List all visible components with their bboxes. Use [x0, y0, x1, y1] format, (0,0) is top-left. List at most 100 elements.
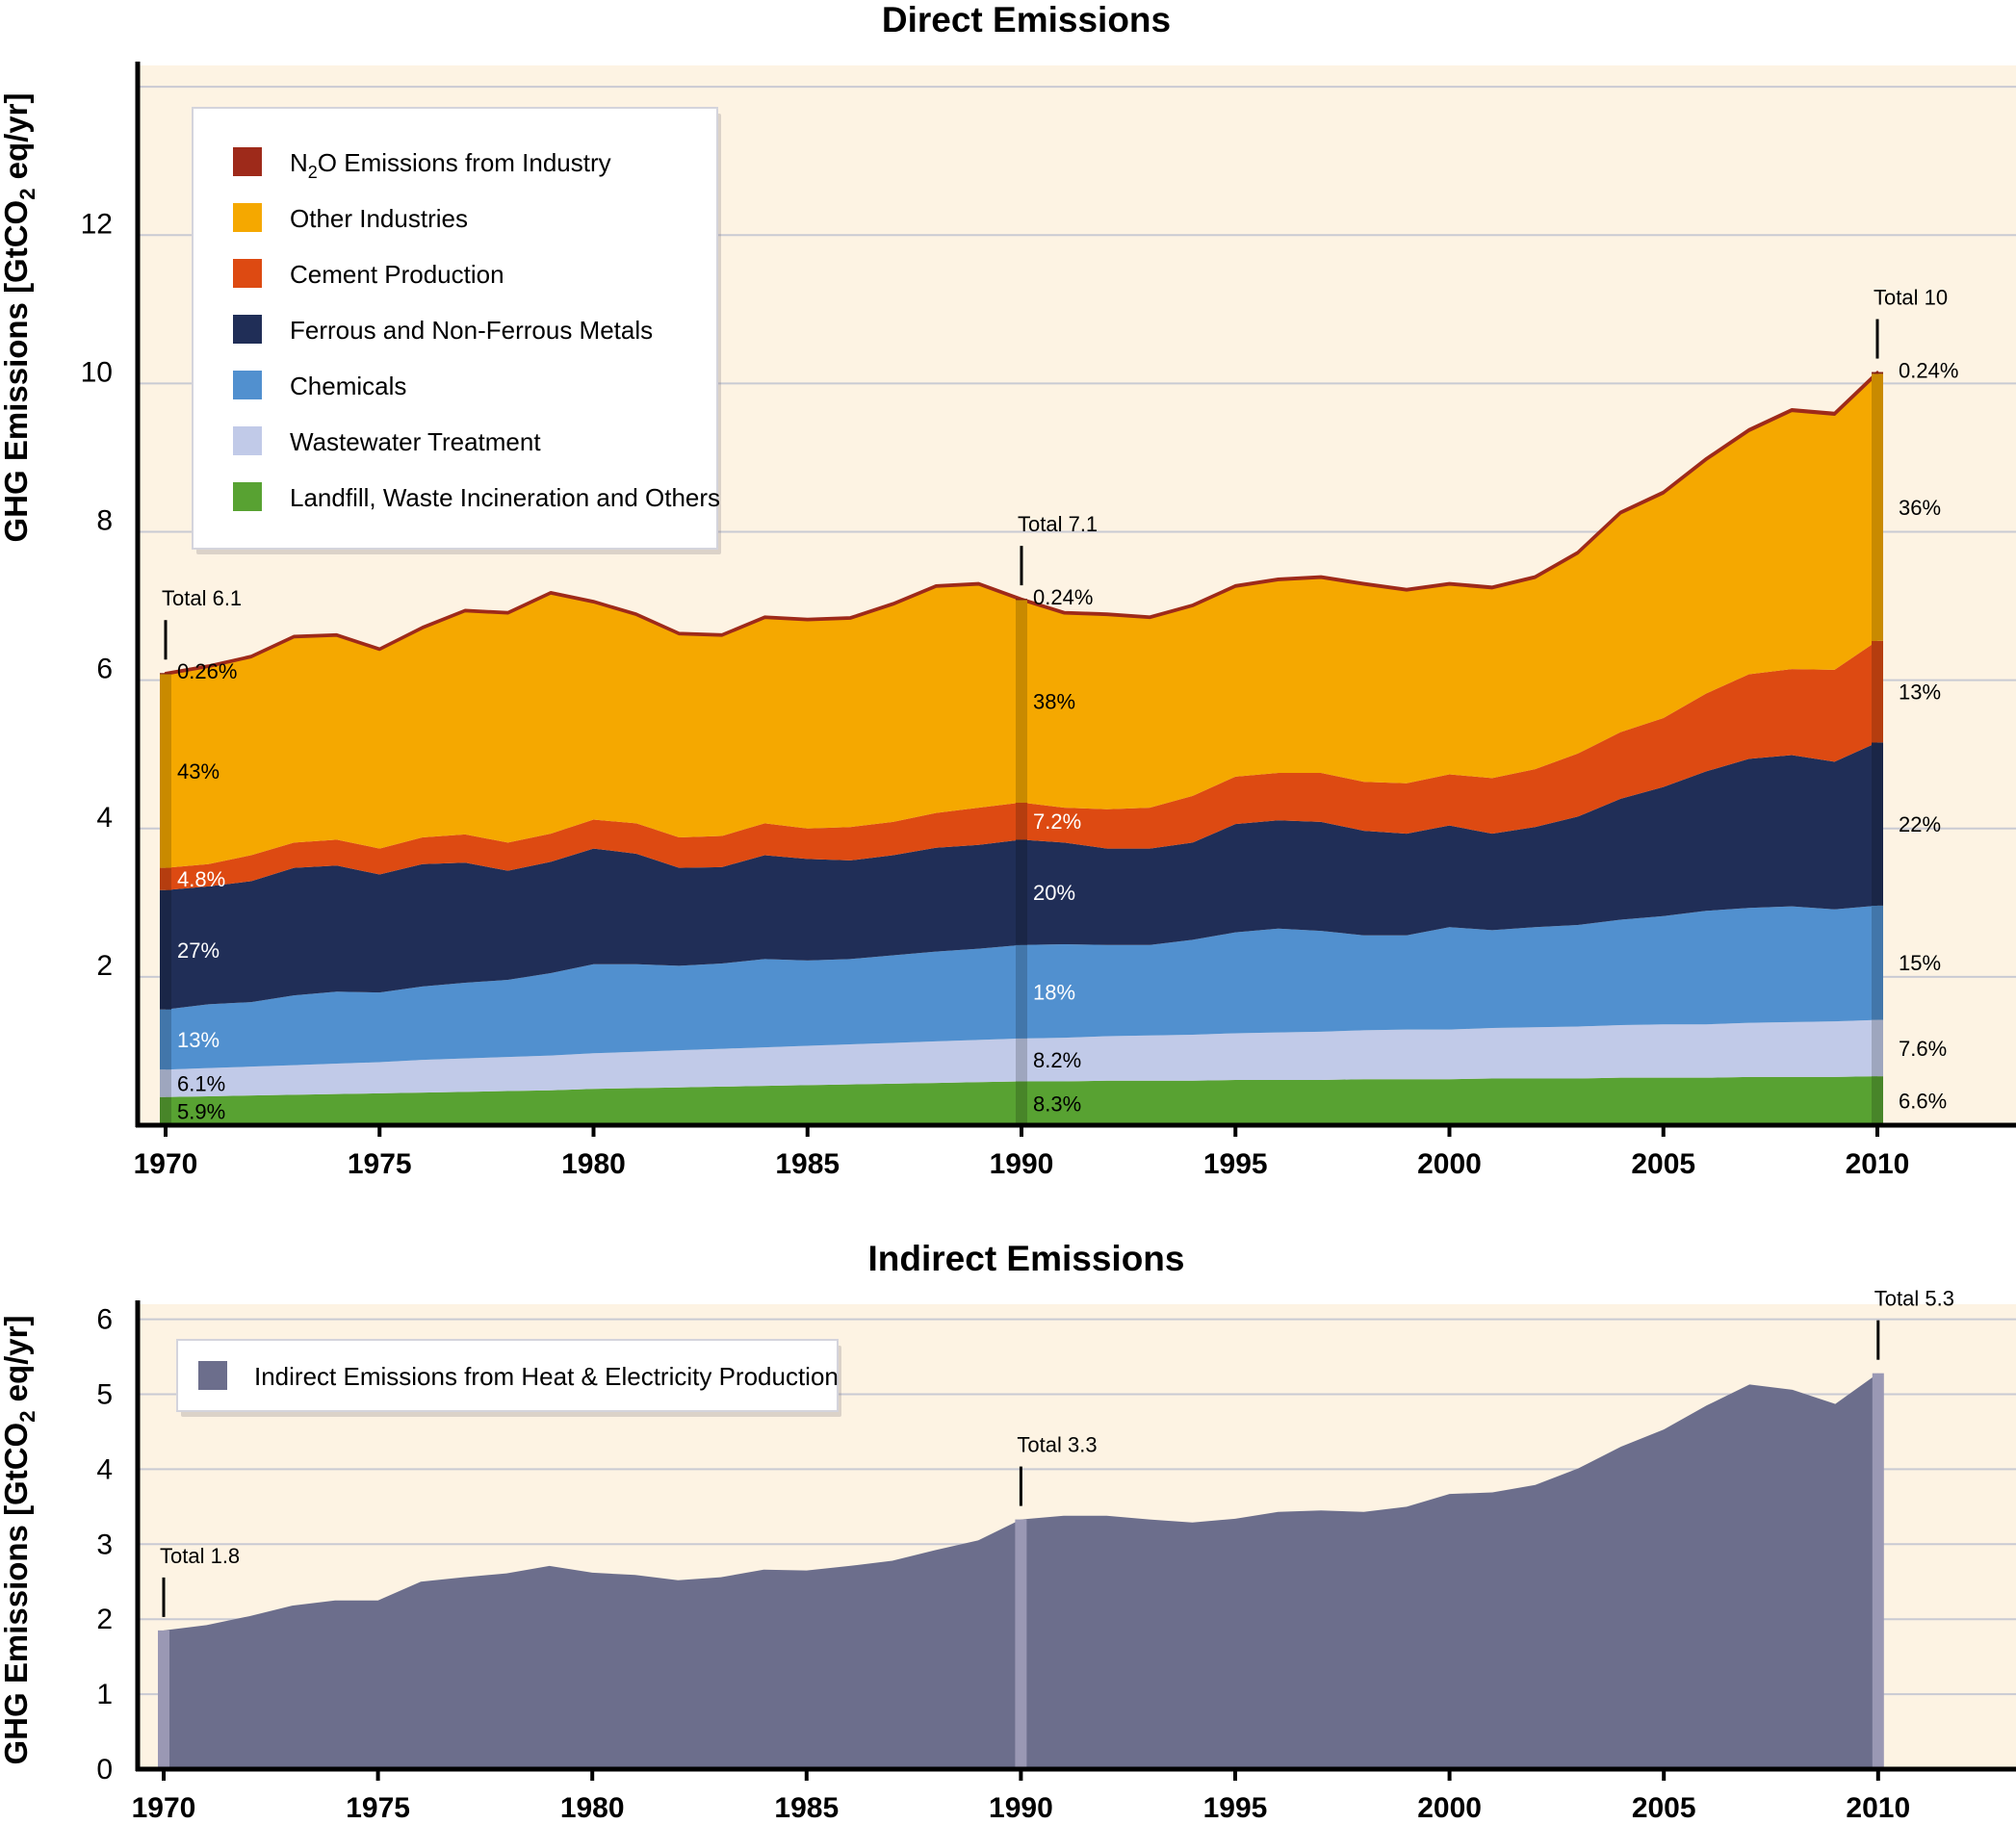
legend-label-part: N: [290, 148, 308, 177]
x-tick-label: 1985: [775, 1148, 840, 1180]
direct-y-axis-label: GHG Emissions [GtCO2 eq/yr]: [0, 92, 39, 542]
ylabel-part: eq/yr]: [0, 1315, 34, 1410]
year-highlight-segment: [1872, 742, 1883, 906]
share-label: 18%: [1033, 980, 1075, 1004]
share-label: 7.2%: [1033, 809, 1081, 834]
y-tick-label: 4: [96, 802, 113, 834]
year-highlight-segment: [160, 1009, 171, 1070]
total-label: Total 3.3: [1017, 1433, 1097, 1457]
y-tick-label: 3: [96, 1529, 113, 1560]
direct-y-tick-labels: 2 4 6 8 10 12: [81, 208, 113, 982]
legend-box: [176, 1339, 839, 1412]
share-label: 6.1%: [177, 1071, 225, 1095]
direct-x-tick-labels: 1970 1975 1980 1985 1990 1995 2000 2005 2010: [134, 1148, 1910, 1180]
year-highlight-segment: [160, 889, 171, 1010]
legend-label: N2O Emissions from Industry: [290, 148, 611, 182]
legend-swatch: [233, 203, 262, 232]
x-tick-label: 1975: [348, 1148, 412, 1180]
share-label: 0.26%: [177, 659, 237, 683]
x-tick-label: 2010: [1846, 1148, 1910, 1180]
legend-label: Cement Production: [290, 260, 504, 289]
legend-label: Ferrous and Non-Ferrous Metals: [290, 316, 653, 345]
direct-legend: N2O Emissions from Industry Other Industr…: [192, 107, 721, 554]
share-label: 0.24%: [1899, 359, 1958, 383]
share-label: 5.9%: [177, 1099, 225, 1123]
legend-label: Landfill, Waste Incineration and Others: [290, 483, 720, 512]
year-highlight-segment: [160, 867, 171, 890]
y-tick-label: 5: [96, 1379, 113, 1411]
share-label: 20%: [1033, 881, 1075, 905]
ylabel-subscript: 2: [15, 1411, 39, 1423]
year-highlight-segment: [158, 1630, 169, 1769]
share-label: 43%: [177, 759, 220, 784]
total-label: Total 1.8: [160, 1544, 240, 1568]
share-label: 22%: [1899, 812, 1941, 836]
legend-label-part: O Emissions from Industry: [318, 148, 611, 177]
total-label: Total 10: [1874, 286, 1948, 310]
total-label: Total 6.1: [162, 586, 242, 610]
year-highlight-segment: [1872, 640, 1883, 743]
year-highlight-segment: [160, 1096, 171, 1125]
share-label: 8.3%: [1033, 1092, 1081, 1116]
direct-annotations: Total 6.1 5.9% 6.1% 13% 27% 4.8% 43% 0.26% Total…: [162, 286, 1958, 1124]
legend-swatch: [233, 482, 262, 511]
legend-label-subscript: 2: [308, 163, 318, 182]
share-label: 27%: [177, 938, 220, 963]
share-label: 15%: [1899, 951, 1941, 975]
direct-emissions-chart: Direct Emissions Total 6.1 5.9% 6.1% 13% 27%…: [0, 0, 2016, 1180]
area-cement-production: [166, 640, 1877, 890]
legend-box: [192, 107, 718, 550]
indirect-x-tick-labels: 1970 1975 1980 1985 1990 1995 2000 2005 2010: [132, 1792, 1911, 1824]
total-label: Total 7.1: [1018, 512, 1098, 536]
indirect-legend: Indirect Emissions from Heat & Electrici…: [176, 1339, 841, 1417]
y-tick-label: 6: [96, 1304, 113, 1336]
y-tick-label: 2: [96, 1604, 113, 1635]
share-label: 0.24%: [1033, 585, 1093, 609]
year-highlight-segment: [1872, 905, 1883, 1020]
legend-label: Chemicals: [290, 372, 406, 400]
x-tick-label: 1970: [134, 1148, 198, 1180]
year-highlight-segment: [1016, 802, 1027, 840]
ylabel-subscript: 2: [15, 189, 39, 200]
share-label: 13%: [1899, 681, 1941, 705]
direct-year-highlights: [160, 372, 1883, 1125]
x-tick-label: 2000: [1417, 1148, 1482, 1180]
indirect-chart-title: Indirect Emissions: [868, 1239, 1185, 1278]
x-tick-label: 1975: [346, 1792, 410, 1819]
y-tick-label: 2: [96, 950, 113, 982]
legend-swatch: [198, 1361, 227, 1390]
legend-swatch: [233, 371, 262, 399]
indirect-axes: [135, 1300, 2016, 1781]
legend-swatch: [233, 315, 262, 344]
share-label: 36%: [1899, 496, 1941, 520]
x-tick-label: 2000: [1417, 1792, 1482, 1819]
direct-axes: [135, 62, 2016, 1137]
year-highlight-segment: [1016, 1038, 1027, 1082]
x-tick-label: 1990: [990, 1148, 1054, 1180]
year-highlight-segment: [1872, 1373, 1884, 1769]
share-label: 4.8%: [177, 867, 225, 891]
y-tick-label: 4: [96, 1453, 113, 1485]
x-tick-label: 1985: [774, 1792, 839, 1819]
ylabel-part: GHG Emissions [GtCO: [0, 200, 34, 543]
x-tick-label: 1970: [132, 1792, 196, 1819]
share-label: 13%: [177, 1028, 220, 1052]
y-tick-label: 1: [96, 1679, 113, 1710]
indirect-y-axis-label: GHG Emissions [GtCO2 eq/yr]: [0, 1315, 39, 1764]
legend-swatch: [233, 426, 262, 455]
year-highlight-segment: [1872, 1076, 1883, 1125]
x-tick-label: 1995: [1203, 1792, 1268, 1819]
year-highlight-segment: [160, 674, 171, 868]
y-tick-label: 0: [96, 1754, 113, 1785]
year-highlight-segment: [1016, 944, 1027, 1039]
year-highlight-segment: [1016, 599, 1027, 601]
indirect-year-highlights: [158, 1373, 1884, 1769]
total-label: Total 5.3: [1874, 1287, 1954, 1311]
legend-swatch: [233, 147, 262, 176]
year-highlight-segment: [1872, 372, 1883, 374]
year-highlight-segment: [1016, 839, 1027, 945]
indirect-annotations: Total 1.8 Total 3.3 Total 5.3: [160, 1287, 1954, 1617]
